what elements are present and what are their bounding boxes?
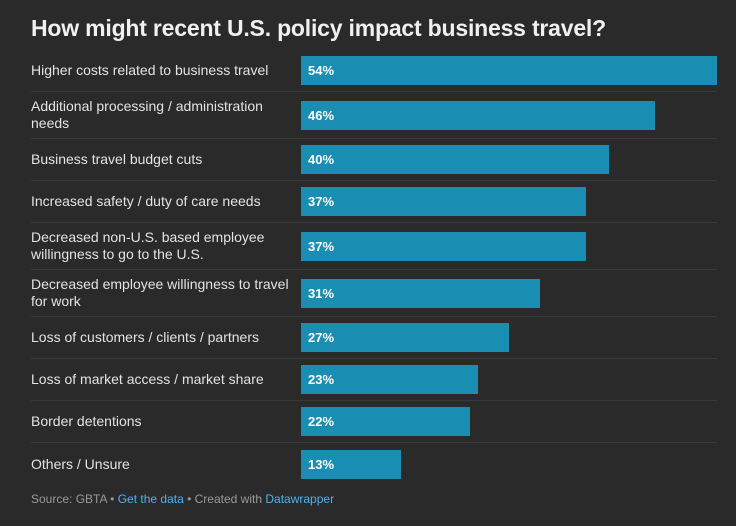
bar-row: Decreased employee willingness to travel… — [31, 270, 717, 317]
bar — [301, 278, 540, 308]
bar-row: Higher costs related to business travel 5… — [31, 50, 717, 92]
bar — [301, 187, 587, 216]
bar-area: 46% — [301, 100, 717, 130]
value-label: 13% — [308, 456, 335, 472]
bar-area: 22% — [301, 407, 717, 436]
separator: • — [187, 492, 192, 506]
category-label: Loss of market access / market share — [31, 371, 264, 387]
bar — [301, 100, 656, 130]
datawrapper-link[interactable]: Datawrapper — [265, 492, 335, 506]
category-label: Border detentions — [31, 413, 142, 429]
bar-area: 23% — [301, 365, 717, 394]
category-label: Additional processing / administration n… — [31, 98, 263, 131]
created-with: Created with — [194, 492, 263, 506]
bar-area: 13% — [301, 449, 717, 479]
category-label: Higher costs related to business travel — [31, 62, 269, 78]
bar — [301, 145, 610, 174]
bar-row: Additional processing / administration n… — [31, 92, 717, 139]
bar-list: Higher costs related to business travel 5… — [31, 50, 717, 485]
bar — [301, 56, 717, 85]
bar-area: 40% — [301, 145, 717, 174]
separator: • — [110, 492, 115, 506]
value-label: 40% — [308, 152, 335, 167]
bar-area: 54% — [301, 56, 717, 85]
footer: Source: GBTA • Get the data • Created wi… — [31, 492, 334, 506]
value-label: 37% — [308, 194, 335, 209]
bar-row: Decreased non-U.S. based employee willin… — [31, 223, 717, 270]
category-label: Business travel budget cuts — [31, 151, 203, 167]
value-label: 22% — [308, 414, 335, 429]
bar-row: Border detentions 22% — [31, 401, 717, 443]
value-label: 37% — [308, 238, 335, 254]
bar — [301, 407, 471, 436]
bar-area: 37% — [301, 231, 717, 261]
bar-row: Increased safety / duty of care needs 37% — [31, 181, 717, 223]
category-label: Loss of customers / clients / partners — [31, 329, 259, 345]
bar-row: Others / Unsure 13% — [31, 443, 717, 485]
bar — [301, 323, 509, 352]
value-label: 54% — [308, 63, 335, 78]
bar — [301, 365, 479, 394]
value-label: 23% — [308, 372, 335, 387]
category-label: Others / Unsure — [31, 455, 130, 472]
get-data-link[interactable]: Get the data — [117, 492, 184, 506]
value-label: 27% — [308, 330, 335, 345]
bar — [301, 231, 587, 261]
category-label: Decreased non-U.S. based employee willin… — [31, 229, 265, 262]
chart-title: How might recent U.S. policy impact busi… — [31, 15, 606, 41]
category-label: Increased safety / duty of care needs — [31, 193, 261, 209]
bar-area: 27% — [301, 323, 717, 352]
bar-row: Loss of market access / market share 23% — [31, 359, 717, 401]
source: Source: GBTA — [31, 492, 107, 506]
bar-row: Loss of customers / clients / partners 27… — [31, 317, 717, 359]
bar-area: 31% — [301, 278, 717, 308]
value-label: 46% — [308, 107, 335, 123]
category-label: Decreased employee willingness to travel… — [31, 276, 289, 309]
bar — [301, 449, 402, 479]
bar-row: Business travel budget cuts 40% — [31, 139, 717, 181]
value-label: 31% — [308, 285, 335, 301]
bar-area: 37% — [301, 187, 717, 216]
